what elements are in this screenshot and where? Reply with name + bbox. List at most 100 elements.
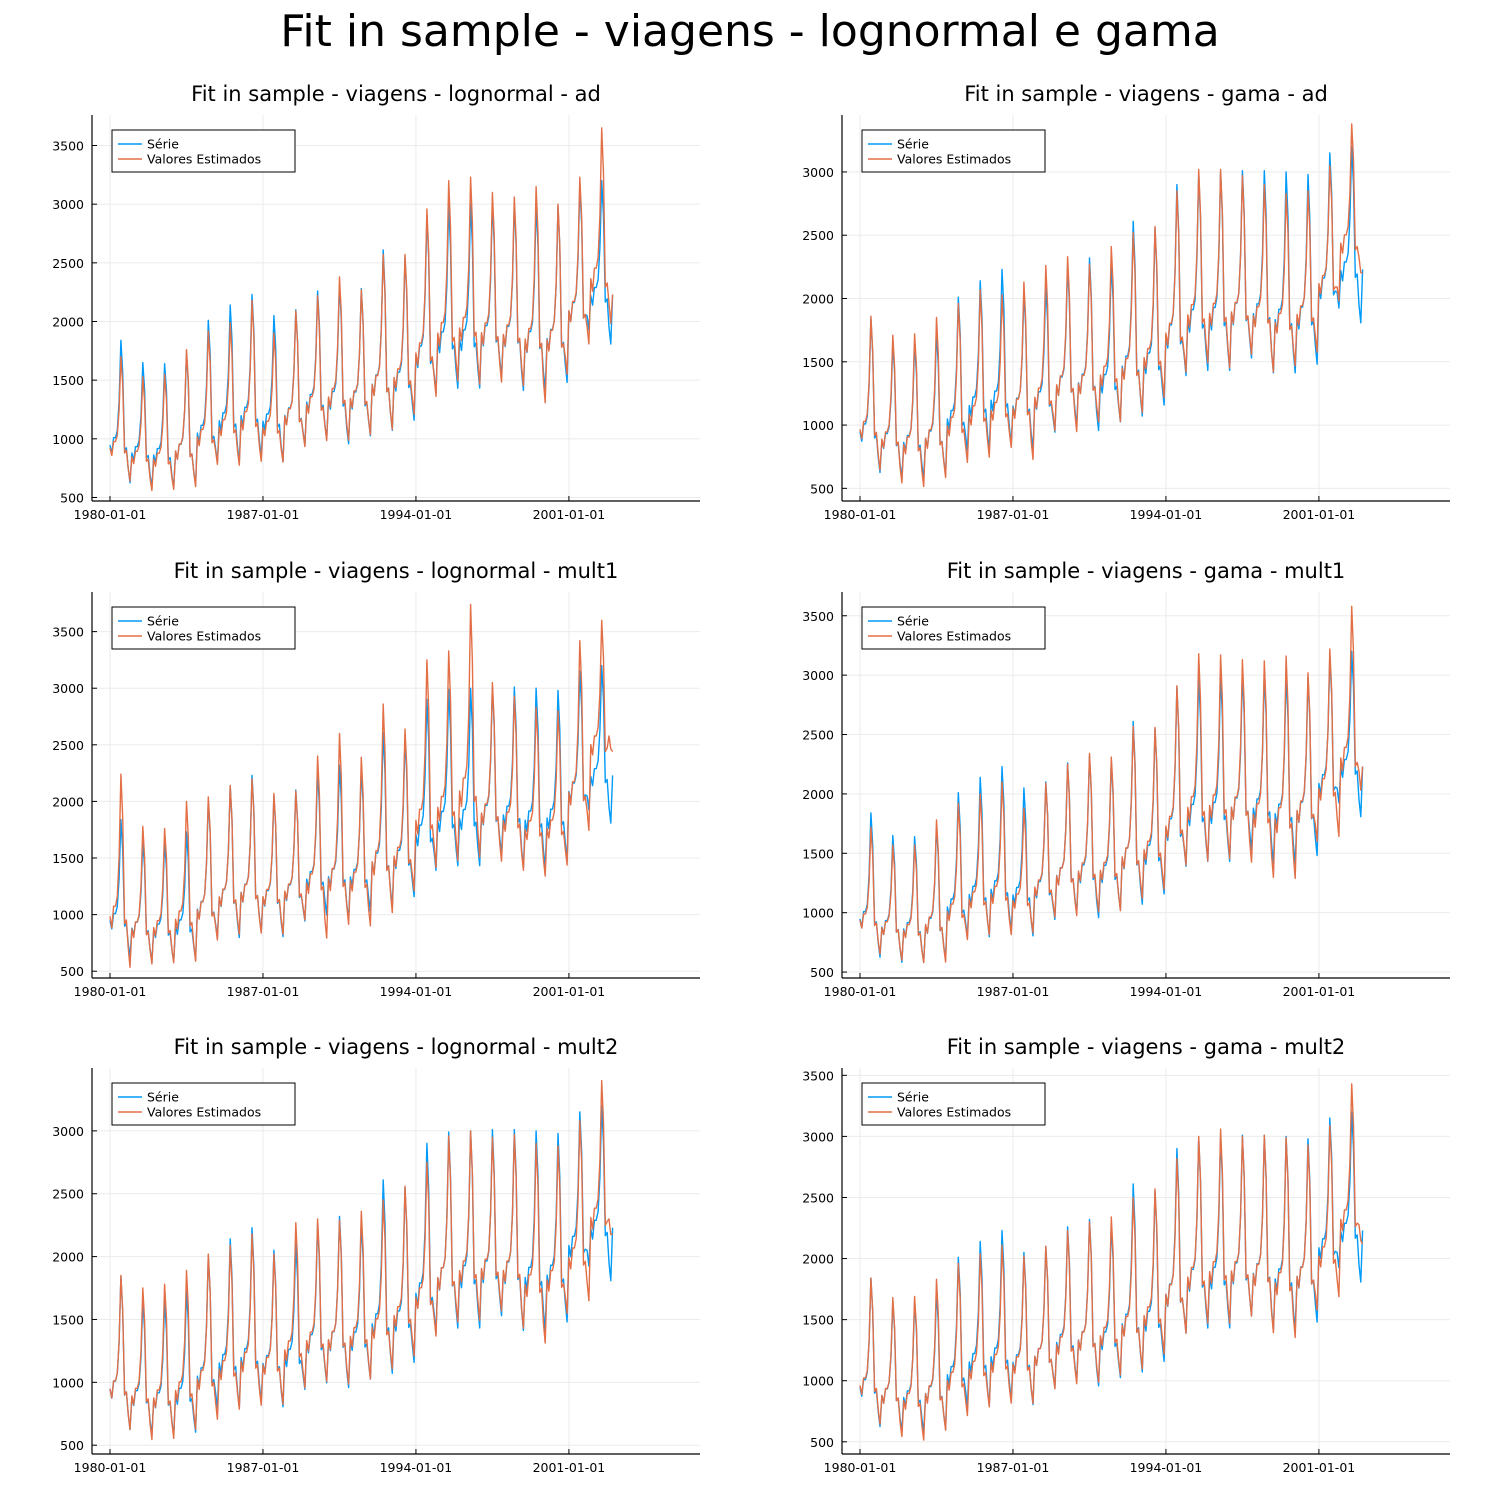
legend-box — [111, 1082, 296, 1126]
page-title: Fit in sample - viagens - lognormal e ga… — [280, 6, 1220, 57]
subplot-title: Fit in sample - viagens - lognormal - mu… — [174, 1035, 619, 1059]
x-tick-label: 1987-01-01 — [977, 507, 1050, 522]
legend-box — [861, 606, 1046, 650]
y-tick-label: 2000 — [52, 794, 84, 809]
x-tick-label: 2001-01-01 — [533, 507, 606, 522]
legend-box — [861, 129, 1046, 173]
legend-box — [861, 1082, 1046, 1126]
x-tick-label: 2001-01-01 — [1283, 507, 1356, 522]
x-tick-label: 1994-01-01 — [380, 1460, 453, 1475]
series-line-estimados — [859, 1083, 1364, 1441]
legend-label: Valores Estimados — [147, 629, 261, 644]
y-tick-label: 1000 — [52, 908, 84, 923]
y-tick-label: 500 — [810, 481, 834, 496]
x-tick-label: 1987-01-01 — [977, 1460, 1050, 1475]
y-tick-label: 2000 — [802, 292, 834, 307]
y-tick-label: 500 — [60, 1438, 84, 1453]
legend-label: Série — [897, 137, 929, 152]
y-tick-label: 1000 — [802, 1374, 834, 1389]
x-tick-label: 2001-01-01 — [1283, 984, 1356, 999]
legend-box — [111, 606, 296, 650]
subplot-2: Fit in sample - viagens - gama - ad 500 10… — [802, 82, 1450, 522]
x-tick-label: 1994-01-01 — [1130, 1460, 1203, 1475]
x-tick-label: 1980-01-01 — [74, 984, 147, 999]
x-tick-label: 1987-01-01 — [227, 1460, 300, 1475]
x-tick-label: 1980-01-01 — [824, 507, 897, 522]
series-line-estimados — [109, 1079, 613, 1441]
y-tick-label: 1000 — [802, 906, 834, 921]
x-tick-label: 2001-01-01 — [533, 1460, 606, 1475]
series-line-estimados — [109, 127, 614, 492]
y-tick-label: 1500 — [802, 1313, 834, 1328]
y-tick-label: 2500 — [802, 228, 834, 243]
legend-label: Série — [897, 1090, 929, 1105]
subplot-1: Fit in sample - viagens - lognormal - ad… — [52, 82, 700, 522]
y-tick-label: 3000 — [52, 1124, 84, 1139]
x-tick-label: 1994-01-01 — [380, 984, 453, 999]
legend-label: Valores Estimados — [147, 1105, 261, 1120]
y-tick-label: 2500 — [52, 1187, 84, 1202]
y-tick-label: 2500 — [802, 1190, 834, 1205]
y-tick-label: 2000 — [52, 1250, 84, 1265]
x-tick-label: 1994-01-01 — [1130, 507, 1203, 522]
y-tick-label: 1500 — [52, 373, 84, 388]
legend-box — [111, 129, 296, 173]
legend-label: Valores Estimados — [147, 152, 261, 167]
x-tick-label: 1980-01-01 — [824, 1460, 897, 1475]
y-tick-label: 3500 — [52, 139, 84, 154]
y-tick-label: 2000 — [802, 1252, 834, 1267]
y-tick-label: 1500 — [802, 846, 834, 861]
series-line-serie — [859, 145, 1364, 479]
legend-label: Série — [147, 1090, 179, 1105]
series-line-estimados — [859, 123, 1363, 488]
y-tick-label: 2500 — [802, 728, 834, 743]
y-tick-label: 1000 — [802, 418, 834, 433]
subplot-4: Fit in sample - viagens - gama - mult1 50… — [802, 559, 1450, 999]
subplot-title: Fit in sample - viagens - gama - ad — [964, 82, 1328, 106]
y-tick-label: 3500 — [802, 609, 834, 624]
x-tick-label: 1987-01-01 — [227, 507, 300, 522]
legend-label: Série — [147, 137, 179, 152]
subplot-title: Fit in sample - viagens - lognormal - ad — [191, 82, 601, 106]
x-tick-label: 1994-01-01 — [380, 507, 453, 522]
y-tick-label: 3000 — [802, 165, 834, 180]
legend-label: Valores Estimados — [897, 629, 1011, 644]
y-tick-label: 2000 — [802, 787, 834, 802]
y-tick-label: 1000 — [52, 1375, 84, 1390]
subplot-title: Fit in sample - viagens - lognormal - mu… — [174, 559, 619, 583]
x-tick-label: 1980-01-01 — [74, 507, 147, 522]
subplot-title: Fit in sample - viagens - gama - mult1 — [947, 559, 1346, 583]
y-tick-label: 3000 — [52, 681, 84, 696]
y-tick-label: 2500 — [52, 738, 84, 753]
series-line-estimados — [109, 603, 614, 968]
subplot-5: Fit in sample - viagens - lognormal - mu… — [52, 1035, 700, 1475]
y-tick-label: 500 — [810, 1435, 834, 1450]
y-tick-label: 1500 — [52, 851, 84, 866]
y-tick-label: 3000 — [802, 668, 834, 683]
y-tick-label: 3000 — [52, 197, 84, 212]
y-tick-label: 3000 — [802, 1129, 834, 1144]
series-line-serie — [109, 664, 614, 963]
x-tick-label: 1980-01-01 — [74, 1460, 147, 1475]
y-tick-label: 2500 — [52, 256, 84, 271]
x-tick-label: 2001-01-01 — [1283, 1460, 1356, 1475]
legend-label: Valores Estimados — [897, 152, 1011, 167]
x-tick-label: 1987-01-01 — [227, 984, 300, 999]
legend-label: Série — [147, 614, 179, 629]
y-tick-label: 500 — [60, 964, 84, 979]
y-tick-label: 500 — [60, 490, 84, 505]
y-tick-label: 1000 — [52, 432, 84, 447]
y-tick-label: 2000 — [52, 314, 84, 329]
x-tick-label: 1994-01-01 — [1130, 984, 1203, 999]
subplot-6: Fit in sample - viagens - gama - mult2 50… — [802, 1035, 1450, 1475]
subplot-3: Fit in sample - viagens - lognormal - mu… — [52, 559, 700, 999]
y-tick-label: 1500 — [52, 1312, 84, 1327]
legend-label: Valores Estimados — [897, 1105, 1011, 1120]
subplot-title: Fit in sample - viagens - gama - mult2 — [947, 1035, 1346, 1059]
